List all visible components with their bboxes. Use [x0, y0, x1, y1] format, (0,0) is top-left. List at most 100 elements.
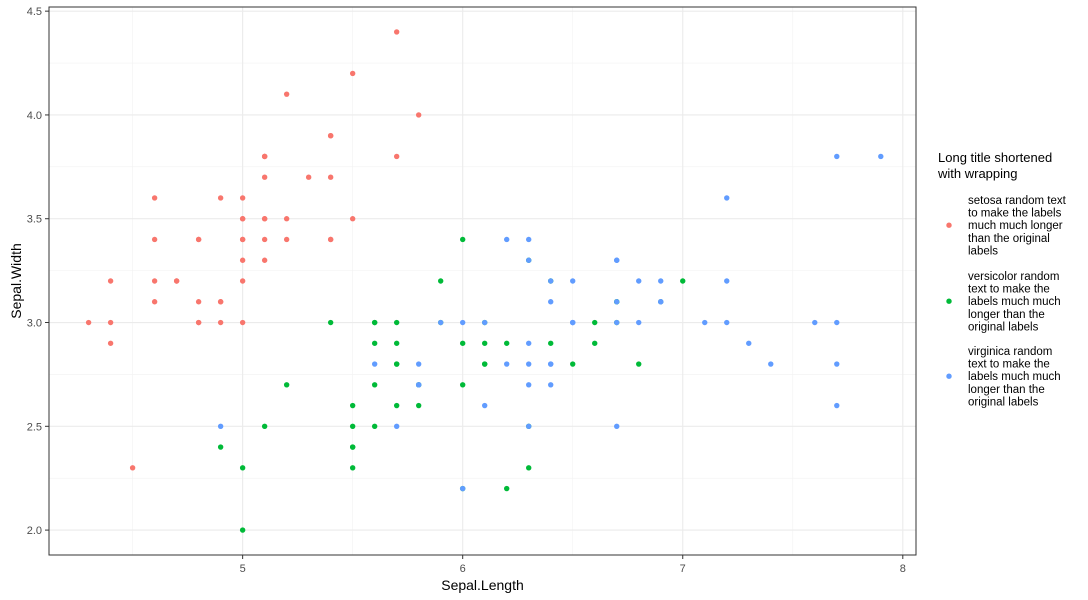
data-point	[371, 382, 378, 388]
data-point	[85, 319, 92, 326]
data-point	[459, 485, 466, 492]
data-point	[195, 299, 202, 305]
data-point	[548, 278, 554, 284]
data-point	[504, 361, 510, 367]
data-point	[217, 299, 224, 305]
legend-label: longer than the	[968, 384, 1045, 396]
data-point	[283, 236, 290, 243]
data-point	[636, 278, 642, 284]
legend-key	[946, 298, 952, 304]
legend-label: virginica random	[968, 346, 1052, 358]
data-point	[459, 319, 466, 326]
data-point	[812, 319, 818, 326]
data-point	[305, 174, 312, 180]
data-point	[349, 465, 356, 471]
data-point	[239, 278, 246, 284]
legend-label: labels much much	[968, 371, 1061, 383]
data-point	[459, 236, 466, 243]
data-point	[239, 465, 246, 471]
legend-label: text to make the	[968, 284, 1050, 296]
data-point	[548, 340, 554, 346]
data-point	[570, 361, 576, 367]
data-point	[834, 402, 840, 409]
x-tick-label: 7	[680, 563, 686, 575]
data-point	[437, 278, 444, 284]
data-point	[327, 174, 334, 180]
legend-label: to make the labels	[968, 208, 1062, 220]
data-point	[724, 319, 730, 326]
data-point	[393, 361, 400, 367]
data-point	[548, 382, 554, 388]
data-point	[504, 236, 510, 243]
data-point	[195, 319, 202, 326]
data-point	[349, 402, 356, 409]
data-point	[239, 216, 246, 222]
data-point	[482, 319, 488, 326]
data-point	[239, 257, 246, 263]
data-point	[151, 195, 158, 201]
data-point	[834, 319, 840, 326]
data-point	[526, 340, 532, 346]
data-point	[371, 319, 378, 326]
data-point	[393, 29, 400, 35]
data-point	[349, 70, 356, 77]
data-point	[151, 236, 158, 243]
data-point	[526, 465, 532, 471]
data-point	[239, 195, 246, 201]
data-point	[217, 319, 224, 326]
data-point	[658, 278, 664, 284]
legend-title: with wrapping	[937, 166, 1018, 181]
data-point	[437, 319, 444, 326]
data-point	[327, 236, 334, 243]
data-point	[371, 361, 378, 367]
data-point	[349, 423, 356, 430]
data-point	[614, 257, 620, 263]
data-point	[526, 382, 532, 388]
data-point	[393, 340, 400, 346]
x-tick-label: 5	[240, 563, 246, 575]
data-point	[570, 278, 576, 284]
data-point	[526, 361, 532, 367]
y-axis-title: Sepal.Width	[8, 243, 24, 318]
data-point	[283, 91, 290, 97]
data-point	[327, 132, 334, 139]
legend-title: Long title shortened	[938, 150, 1052, 165]
data-point	[393, 402, 400, 409]
data-point	[459, 340, 466, 346]
data-point	[526, 236, 532, 243]
data-point	[239, 236, 246, 243]
data-point	[482, 402, 488, 409]
data-point	[592, 340, 598, 346]
data-point	[724, 195, 730, 201]
data-point	[548, 361, 554, 367]
data-point	[415, 361, 422, 367]
data-point	[107, 340, 114, 346]
data-point	[261, 153, 268, 160]
data-point	[570, 319, 576, 326]
data-point	[371, 423, 378, 430]
data-point	[878, 153, 884, 160]
data-point	[327, 319, 334, 326]
data-point	[415, 402, 422, 409]
y-tick-label: 3.0	[27, 318, 42, 330]
data-point	[195, 236, 202, 243]
data-point	[482, 340, 488, 346]
data-point	[261, 423, 268, 430]
y-tick-label: 4.5	[27, 6, 42, 18]
data-point	[239, 527, 246, 533]
x-tick-label: 6	[460, 563, 466, 575]
data-point	[371, 340, 378, 346]
data-point	[614, 319, 620, 326]
data-point	[107, 319, 114, 326]
data-point	[261, 174, 268, 180]
data-point	[349, 216, 356, 222]
data-point	[393, 423, 400, 430]
data-point	[614, 299, 620, 305]
data-point	[415, 112, 422, 118]
y-tick-label: 3.5	[27, 214, 42, 226]
data-point	[415, 382, 422, 388]
data-point	[283, 216, 290, 222]
data-point	[261, 236, 268, 243]
legend-label: original labels	[968, 321, 1039, 333]
